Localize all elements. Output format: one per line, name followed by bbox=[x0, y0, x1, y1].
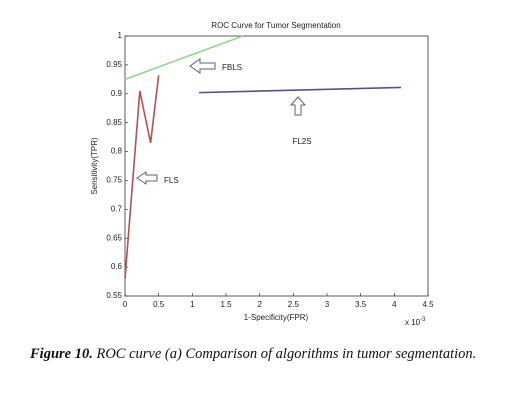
y-tick-label: 0.55 bbox=[106, 291, 122, 300]
chart-title: ROC Curve for Tumor Segmentation bbox=[211, 21, 340, 30]
x-tick-label: 1 bbox=[190, 300, 195, 309]
y-tick-label: 1 bbox=[118, 31, 123, 40]
y-tick-label: 0.75 bbox=[106, 176, 122, 185]
multiplier-exponent: -3 bbox=[420, 317, 426, 323]
y-tick-label: 0.7 bbox=[111, 204, 123, 213]
x-tick-label: 4.5 bbox=[422, 300, 434, 309]
x-tick-label: 2 bbox=[257, 300, 262, 309]
y-tick-label: 0.9 bbox=[111, 89, 123, 98]
y-tick-label: 0.65 bbox=[106, 233, 122, 242]
series-line bbox=[124, 75, 160, 279]
chart: ROC Curve for Tumor Segmentation 1-Speci… bbox=[90, 21, 434, 328]
x-tick-label: 4 bbox=[392, 300, 397, 309]
y-tick-label: 0.95 bbox=[106, 60, 122, 69]
y-tick-label: 0.8 bbox=[111, 147, 123, 156]
x-multiplier: x 10-3 bbox=[405, 317, 426, 328]
caption-text: ROC curve (a) Comparison of algorithms i… bbox=[96, 346, 477, 362]
x-tick-label: 1.5 bbox=[220, 300, 232, 309]
multiplier-base: x 10 bbox=[405, 318, 421, 327]
x-tick-label: 0 bbox=[123, 300, 128, 309]
x-tick-label: 3.5 bbox=[355, 300, 367, 309]
x-tick-label: 3 bbox=[325, 300, 330, 309]
arrow bbox=[289, 96, 307, 116]
series-label: FLS bbox=[164, 176, 179, 185]
series-line bbox=[199, 86, 402, 94]
series-label: FL2S bbox=[292, 137, 311, 146]
plot-frame bbox=[124, 35, 429, 297]
series-label: FBLS bbox=[222, 63, 242, 72]
caption: Figure 10. ROC curve (a) Comparison of a… bbox=[30, 345, 506, 364]
y-tick-label: 0.85 bbox=[106, 118, 122, 127]
arrow bbox=[136, 171, 158, 185]
x-axis-label: 1-Specificity(FPR) bbox=[244, 313, 309, 322]
caption-label: Figure 10. bbox=[30, 346, 93, 362]
x-tick-label: 2.5 bbox=[288, 300, 300, 309]
series-line bbox=[124, 35, 244, 81]
y-tick-label: 0.6 bbox=[111, 262, 123, 271]
arrow bbox=[189, 58, 216, 74]
y-axis-label: Sensitivity(TPR) bbox=[90, 137, 99, 195]
x-tick-label: 0.5 bbox=[153, 300, 165, 309]
